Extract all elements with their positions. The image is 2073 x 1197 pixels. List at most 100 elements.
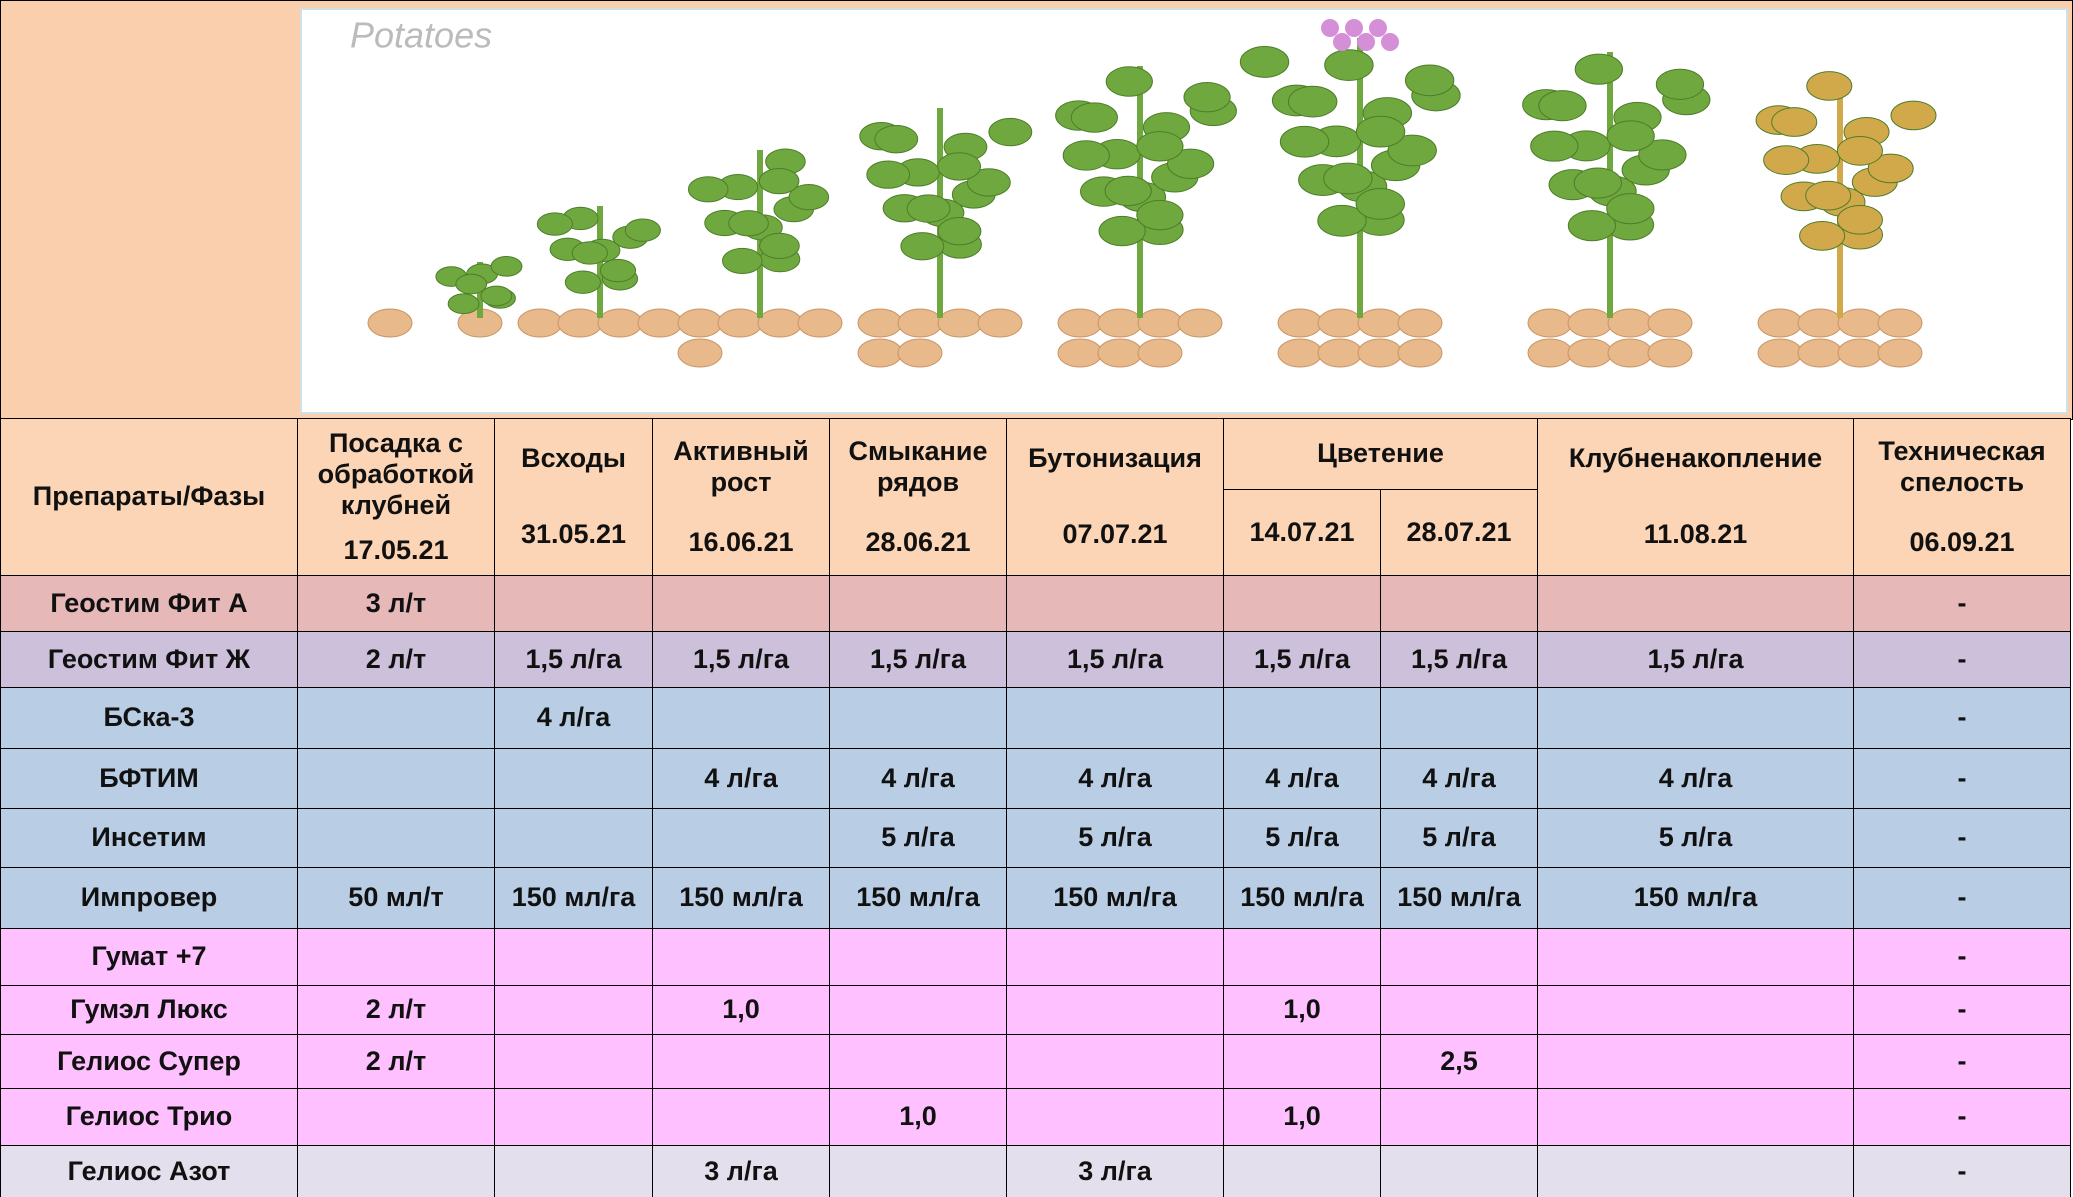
dose-cell (1006, 928, 1224, 986)
plant-part (447, 293, 480, 315)
phase-date: 17.05.21 (343, 535, 449, 565)
plant-part (1333, 33, 1351, 51)
dose-cell (829, 575, 1007, 632)
phase-header: Бутонизация 07.07.21 (1006, 418, 1224, 576)
dose: 3 л/га (1078, 1155, 1152, 1186)
plant-part (1317, 308, 1363, 338)
plant-part (1137, 338, 1183, 368)
drug-name: Гумат +7 (91, 941, 207, 972)
dose-cell: 150 мл/га (1223, 867, 1381, 929)
plant-part (1607, 308, 1653, 338)
plant-part (1799, 221, 1846, 251)
dose: 1,0 (722, 994, 760, 1025)
plant-part (1098, 215, 1146, 247)
plant-part (1167, 148, 1215, 179)
dose: 150 мл/га (1397, 882, 1521, 913)
plant-part (1647, 308, 1693, 338)
dose: - (1957, 882, 1967, 913)
dose: 150 мл/га (856, 882, 980, 913)
plant-part (637, 308, 683, 338)
plant-part (722, 247, 763, 275)
dose: - (1957, 643, 1967, 674)
header-text: Препараты/Фазы (32, 481, 266, 512)
dose-cell: - (1853, 687, 2071, 749)
plant-part (1097, 308, 1143, 338)
illustration-caption: Potatoes (350, 15, 492, 56)
dose: - (1957, 822, 1967, 853)
plant-part (1279, 125, 1330, 158)
dose-cell (1223, 1034, 1381, 1089)
phase-date: 28.07.21 (1406, 516, 1512, 547)
plant-part (966, 168, 1011, 197)
phase-name: Активный рост (673, 435, 809, 497)
drug-name: Гелиос Трио (65, 1101, 233, 1132)
dose: - (1957, 762, 1967, 793)
plant-part (1638, 139, 1687, 171)
plant-part (906, 194, 951, 223)
drug-name: БФТИМ (99, 762, 199, 793)
plant-part (1530, 130, 1579, 162)
dose: - (1957, 587, 1967, 618)
dose: 4 л/га (1422, 762, 1496, 793)
phase-header: Техническая спелость 06.09.21 (1853, 418, 2071, 576)
dose: 3 л/т (365, 587, 427, 618)
dose: 150 мл/га (1053, 882, 1177, 913)
plant-part (1890, 100, 1937, 131)
dose-cell (1223, 687, 1381, 749)
dose-cell (494, 985, 653, 1035)
dose-cell (494, 808, 653, 868)
dose-cell (1380, 575, 1538, 632)
dose: 4 л/га (881, 762, 955, 793)
dose-cell: 3 л/га (652, 1145, 830, 1197)
dose: 1,5 л/га (1254, 643, 1350, 674)
plant-part (1369, 19, 1387, 37)
plant-part (1277, 308, 1323, 338)
plant-part (1105, 66, 1153, 97)
phase-name: Всходы (521, 443, 626, 474)
dose-cell (297, 808, 495, 868)
plant-part (1655, 68, 1705, 100)
row-name: Гелиос Супер (0, 1034, 298, 1089)
phase-header: Посадка с обработкой клубней 17.05.21 (297, 418, 495, 576)
dose-cell: - (1853, 985, 2071, 1035)
dose-cell (652, 575, 830, 632)
plant-part (1136, 131, 1184, 162)
dose-cell (1380, 928, 1538, 986)
dose-cell (494, 575, 653, 632)
plant-part (490, 256, 523, 277)
row-name: Инсетим (0, 808, 298, 868)
dose-cell: 150 мл/га (1006, 867, 1224, 929)
dose-cell: 150 мл/га (1537, 867, 1854, 929)
dose-cell: 1,5 л/га (1537, 631, 1854, 688)
plant-part (1757, 308, 1803, 338)
dose-cell (494, 748, 653, 809)
dose-cell (297, 1145, 495, 1197)
dose-cell: 4 л/га (1380, 748, 1538, 809)
dose-cell: 3 л/т (297, 575, 495, 632)
dose-cell: 1,5 л/га (1223, 631, 1381, 688)
dose: 5 л/га (1078, 822, 1152, 853)
plant-part (1877, 338, 1923, 368)
plant-part (717, 308, 763, 338)
plant-part (1239, 46, 1290, 78)
plant-part (1287, 85, 1338, 118)
plant-part (1771, 107, 1818, 137)
dose-cell (652, 1088, 830, 1146)
dose: - (1957, 702, 1967, 733)
dose: 150 мл/га (511, 882, 636, 913)
dose-cell: 2 л/т (297, 631, 495, 688)
phase-header: Клубненакопление 11.08.21 (1537, 418, 1854, 576)
dose: 1,0 (899, 1101, 937, 1132)
dose-cell: - (1853, 1145, 2071, 1197)
dose-cell (494, 1034, 653, 1089)
plant-part (367, 308, 413, 338)
plant-part (866, 160, 911, 189)
phase-date: 14.07.21 (1249, 516, 1355, 547)
plant-part (1183, 81, 1231, 113)
drug-name: Гелиос Супер (57, 1045, 241, 1076)
plant-part (1137, 308, 1183, 338)
header-corner: Препараты/Фазы (0, 418, 298, 576)
plant-part (1837, 338, 1883, 368)
plant-part (1797, 338, 1843, 368)
plant-part (1757, 338, 1803, 368)
